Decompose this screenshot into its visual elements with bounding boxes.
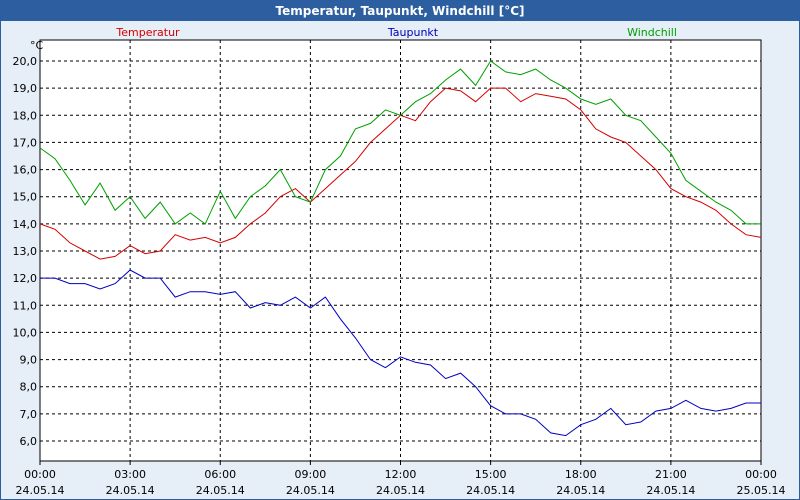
series-line-taupunkt <box>40 269 761 437</box>
y-tick-label: 14,0 <box>13 218 38 231</box>
chart-title: Temperatur, Taupunkt, Windchill [°C] <box>1 1 799 21</box>
x-tick-time: 00:00 <box>745 468 777 481</box>
x-tick-time: 03:00 <box>114 468 146 481</box>
x-tick-labels: 00:00 24.05.14 03:00 24.05.14 06:00 24.05.14 0… <box>16 461 786 497</box>
y-tick-label: 15,0 <box>13 191 38 204</box>
y-tick-label: 19,0 <box>13 82 38 95</box>
x-tick-time: 09:00 <box>295 468 327 481</box>
x-tick-date: 24.05.14 <box>286 484 335 497</box>
y-tick-label: 17,0 <box>13 136 38 149</box>
series-lines <box>39 60 762 437</box>
y-tick-label: 13,0 <box>13 245 38 258</box>
x-tick-time: 15:00 <box>475 468 507 481</box>
x-tick-time: 12:00 <box>385 468 417 481</box>
legend-taupunkt: Taupunkt <box>387 26 439 39</box>
series-line-windchill <box>39 60 761 225</box>
legend-windchill: Windchill <box>627 26 677 39</box>
x-tick-date: 24.05.14 <box>376 484 425 497</box>
legend-temperatur: Temperatur <box>115 26 180 39</box>
x-tick-time: 06:00 <box>204 468 236 481</box>
x-tick-date: 24.05.14 <box>556 484 605 497</box>
y-tick-label: 10,0 <box>13 326 38 339</box>
legend: Temperatur Taupunkt Windchill <box>115 26 677 39</box>
y-tick-label: 11,0 <box>13 299 38 312</box>
y-tick-label: 20,0 <box>13 55 38 68</box>
x-tick-time: 00:00 <box>24 468 56 481</box>
y-tick-label: 16,0 <box>13 164 38 177</box>
y-tick-label: 12,0 <box>13 272 38 285</box>
x-tick-date: 25.05.14 <box>737 484 786 497</box>
y-tick-labels: 6,0 7,0 8,0 9,0 10,0 11,0 12,0 13,0 14,0 15,0 16,0… <box>13 55 38 448</box>
y-axis-label: °C <box>30 39 44 52</box>
y-tick-label: 7,0 <box>20 408 38 421</box>
y-tick-label: 9,0 <box>20 354 38 367</box>
x-tick-date: 24.05.14 <box>466 484 515 497</box>
y-tick-label: 18,0 <box>13 109 38 122</box>
y-tick-label: 6,0 <box>20 435 38 448</box>
x-tick-date: 24.05.14 <box>646 484 695 497</box>
x-tick-date: 24.05.14 <box>106 484 155 497</box>
x-tick-time: 18:00 <box>565 468 597 481</box>
x-tick-date: 24.05.14 <box>196 484 245 497</box>
x-tick-date: 24.05.14 <box>16 484 65 497</box>
x-tick-time: 21:00 <box>655 468 687 481</box>
y-tick-label: 8,0 <box>20 381 38 394</box>
